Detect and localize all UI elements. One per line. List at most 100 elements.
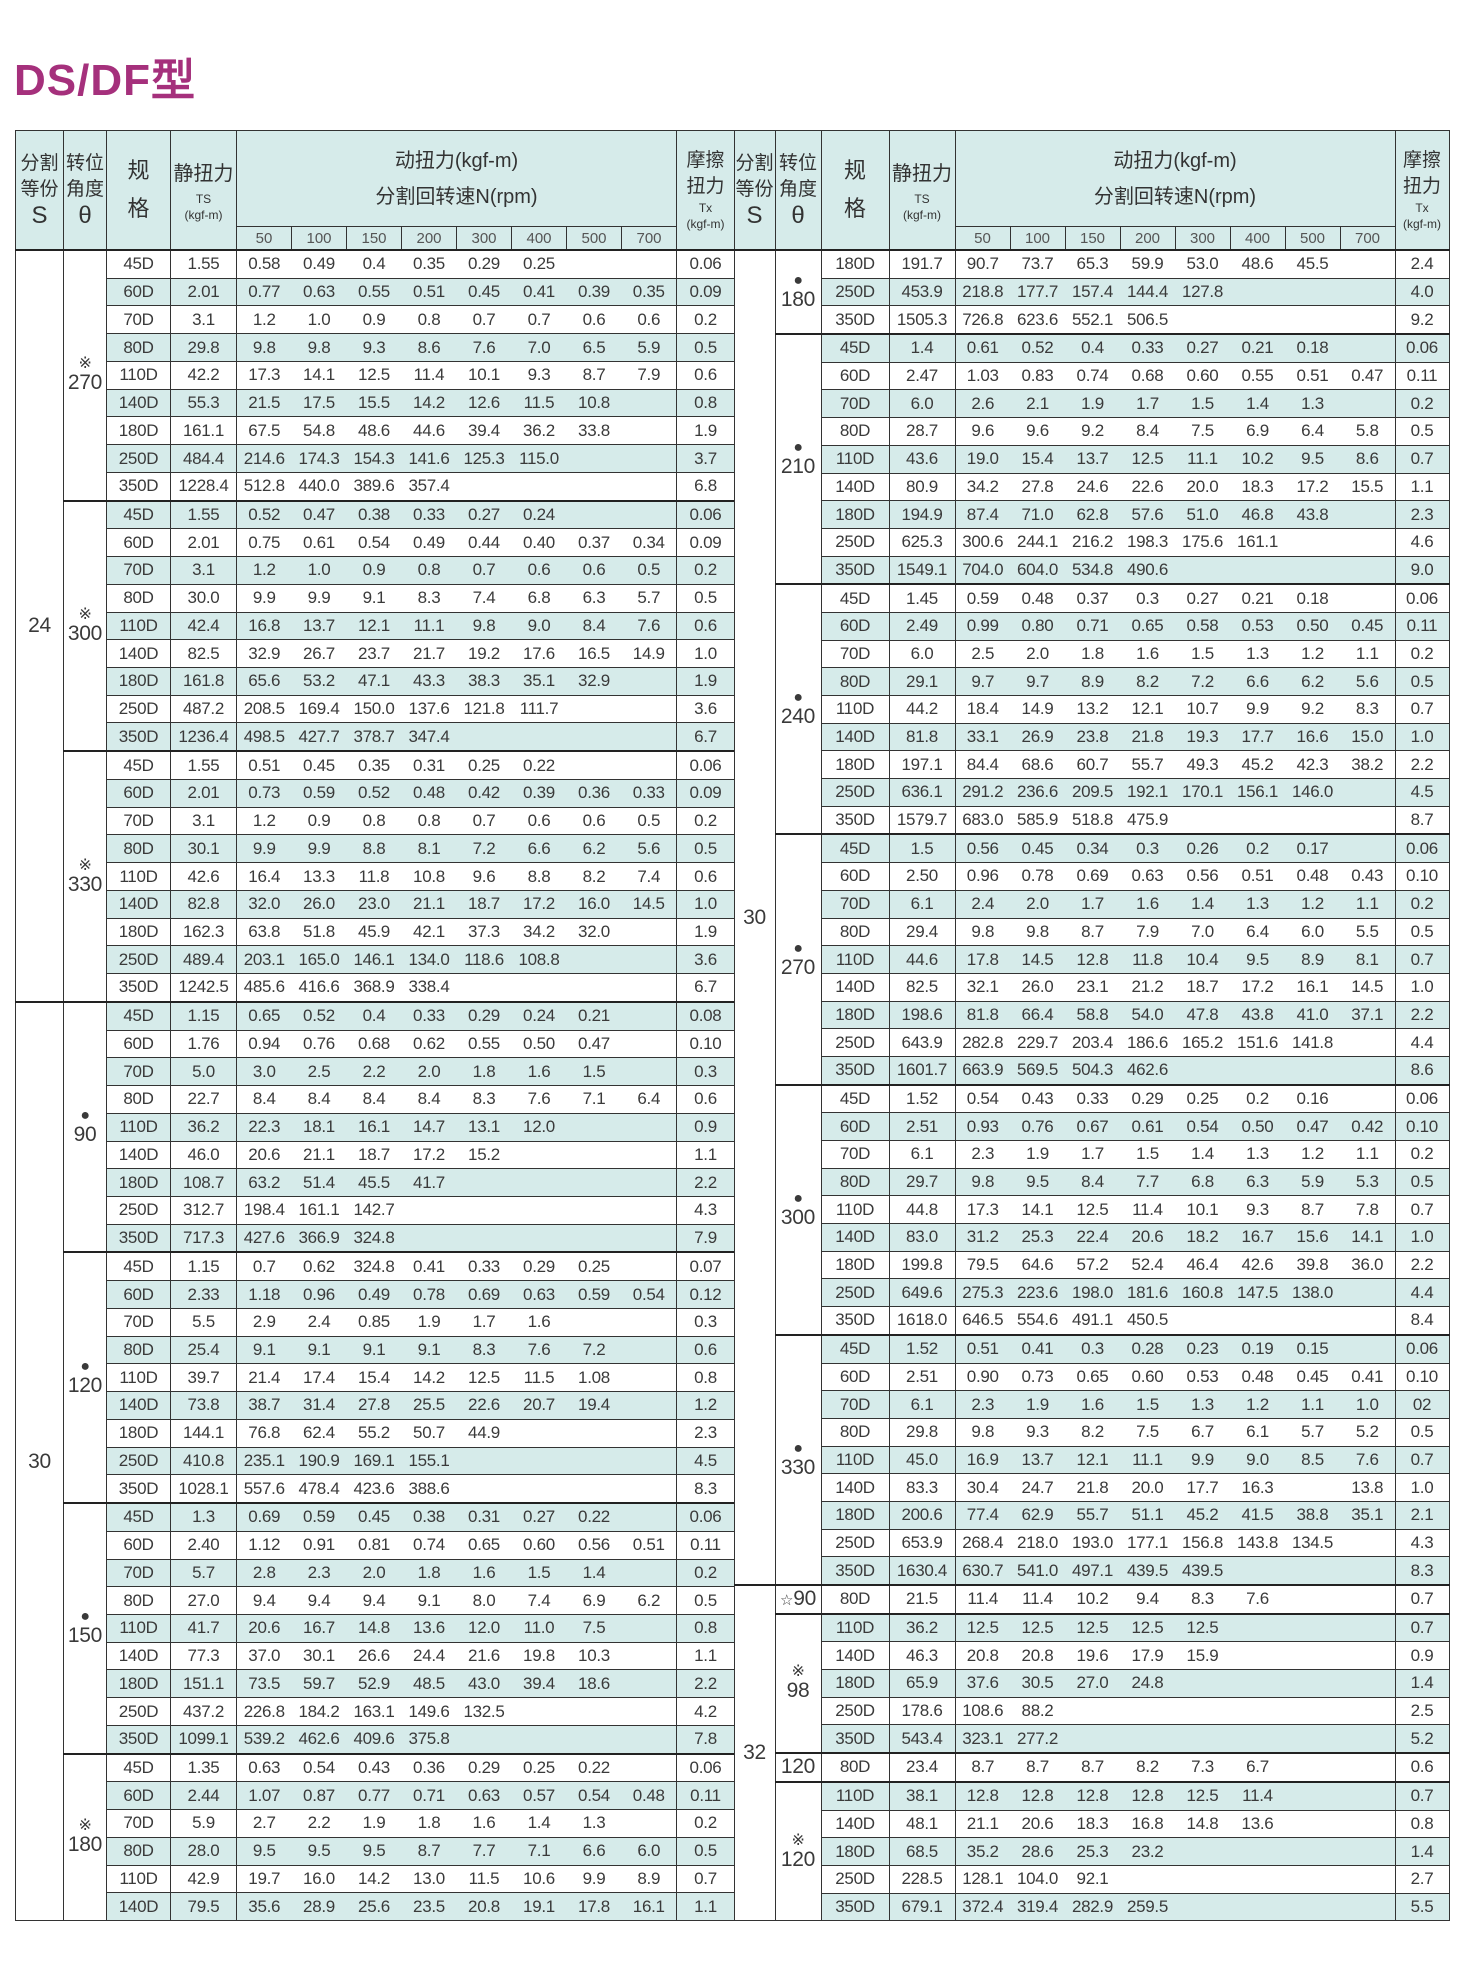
- dynamic-torque-cell: 73.7: [1010, 248, 1065, 279]
- dynamic-torque-cell: [1340, 1333, 1396, 1364]
- dynamic-torque-cell: 121.8: [456, 694, 512, 724]
- static-torque-cell: 79.5: [170, 1892, 237, 1922]
- dynamic-torque-cell: 0.22: [566, 1752, 622, 1783]
- speed-header: 50: [954, 226, 1011, 251]
- dynamic-torque-cell: 12.5: [1120, 1612, 1175, 1643]
- dynamic-torque-cell: 37.6: [954, 1669, 1010, 1698]
- dynamic-torque-cell: [1175, 1669, 1230, 1698]
- dynamic-torque-cell: 0.43: [1010, 1083, 1065, 1114]
- friction-torque-cell: 0.06: [1394, 583, 1450, 613]
- dynamic-torque-cell: 17.8: [954, 945, 1010, 974]
- dynamic-torque-cell: 1.5: [511, 1558, 567, 1588]
- friction-torque-cell: 1.1: [676, 1140, 735, 1170]
- spec-cell: 250D: [820, 527, 890, 557]
- dynamic-torque-cell: [456, 1168, 512, 1197]
- spec-cell: 350D: [106, 1474, 171, 1504]
- table-row: 250D 643.9 282.8 229.7 203.4 186.6 165.2 151.6 1…: [734, 1028, 1450, 1057]
- dynamic-torque-cell: 13.6: [401, 1613, 457, 1643]
- dynamic-torque-cell: 557.6: [236, 1474, 292, 1504]
- dynamic-torque-cell: 208.5: [236, 694, 292, 724]
- friction-torque-cell: 0.11: [676, 1781, 735, 1811]
- static-torque-cell: 2.01: [170, 277, 237, 307]
- table-row: 350D 1228.4 512.8 440.0 389.6 357.4 6.8: [16, 471, 735, 502]
- speed-header: 500: [1284, 226, 1341, 251]
- dynamic-torque-cell: 2.4: [954, 889, 1010, 919]
- spec-cell: 110D: [106, 1864, 171, 1894]
- dynamic-torque-cell: 9.1: [346, 583, 402, 613]
- dynamic-torque-cell: 21.6: [456, 1641, 512, 1671]
- static-torque-cell: 2.01: [170, 528, 237, 558]
- dynamic-torque-cell: [566, 1168, 622, 1197]
- dynamic-torque-cell: 17.3: [236, 360, 292, 390]
- dynamic-torque-cell: 1.9: [346, 1809, 402, 1838]
- dynamic-torque-cell: 24.7: [1010, 1473, 1065, 1502]
- dynamic-torque-cell: 19.2: [456, 639, 512, 669]
- dynamic-torque-cell: 149.6: [401, 1697, 457, 1726]
- dynamic-torque-cell: 218.0: [1010, 1528, 1065, 1558]
- dynamic-torque-cell: [621, 1809, 677, 1838]
- friction-torque-cell: 0.10: [1394, 1112, 1450, 1141]
- index-angle: ● 300: [774, 1083, 822, 1336]
- dynamic-torque-cell: 151.6: [1230, 1028, 1285, 1057]
- dynamic-torque-cell: 0.5: [621, 806, 677, 836]
- friction-torque-cell: 0.7: [1394, 1780, 1450, 1811]
- dynamic-torque-cell: 512.8: [236, 471, 292, 502]
- dynamic-torque-cell: 506.5: [1120, 305, 1175, 335]
- table-row: 80D 28.0 9.5 9.5 9.5 8.7 7.7 7.1 6.6 6.0 0.5: [16, 1836, 735, 1866]
- table-row: 60D 2.49 0.99 0.80 0.71 0.65 0.58 0.53 0.50 0.45 0…: [734, 611, 1450, 641]
- dynamic-torque-cell: 32.0: [236, 889, 292, 919]
- dynamic-torque-cell: 8.3: [401, 583, 457, 613]
- dynamic-torque-cell: 357.4: [401, 471, 457, 502]
- spec-cell: 350D: [820, 305, 890, 335]
- dynamic-torque-cell: 7.2: [566, 1335, 622, 1365]
- dynamic-torque-cell: 38.8: [1285, 1500, 1340, 1530]
- dynamic-torque-cell: 18.7: [456, 889, 512, 919]
- friction-torque-cell: 1.0: [1394, 1473, 1450, 1502]
- friction-torque-cell: 0.06: [676, 1502, 735, 1532]
- dynamic-torque-cell: 0.33: [621, 778, 677, 808]
- table-row: 140D 48.1 21.1 20.6 18.3 16.8 14.8 13.6 0.8: [734, 1809, 1450, 1839]
- dynamic-torque-cell: 125.3: [456, 444, 512, 473]
- dynamic-torque-cell: 0.51: [401, 277, 457, 307]
- dynamic-torque-cell: [511, 1195, 567, 1225]
- dynamic-torque-cell: 7.6: [621, 611, 677, 641]
- dynamic-torque-cell: 10.1: [1175, 1195, 1230, 1225]
- spec-cell: 45D: [820, 1083, 890, 1114]
- static-torque-cell: 653.9: [888, 1528, 956, 1558]
- table-row: 250D 228.5 128.1 104.0 92.1 2.7: [734, 1864, 1450, 1894]
- static-torque-cell: 200.6: [888, 1500, 956, 1530]
- index-angle: ● 270: [774, 833, 822, 1086]
- dynamic-torque-cell: 2.0: [401, 1057, 457, 1087]
- friction-torque-header: 摩擦 扭力 Tx (kgf-m): [676, 130, 735, 251]
- dynamic-torque-cell: 0.60: [1175, 361, 1230, 391]
- dynamic-torque-cell: 7.9: [1120, 917, 1175, 947]
- dynamic-torque-cell: 23.7: [346, 639, 402, 669]
- dynamic-torque-cell: 21.2: [1120, 972, 1175, 1002]
- dynamic-torque-cell: 478.4: [291, 1474, 347, 1504]
- spec-cell: 140D: [106, 639, 171, 669]
- dynamic-torque-cell: 5.9: [1285, 1167, 1340, 1197]
- dynamic-torque-cell: 45.2: [1230, 750, 1285, 780]
- dynamic-torque-cell: 1.9: [401, 1307, 457, 1337]
- index-angle: ● 240: [774, 583, 822, 835]
- dynamic-torque-cell: 0.49: [346, 1280, 402, 1309]
- dynamic-torque-cell: [621, 973, 677, 1003]
- dynamic-torque-cell: [1340, 805, 1396, 835]
- dynamic-torque-cell: 12.8: [1065, 1780, 1120, 1811]
- dynamic-torque-cell: 0.34: [1065, 833, 1120, 864]
- table-row: ※ 330 45D 1.55 0.51 0.45 0.35 0.31 0.25 0.22 0.06: [16, 750, 735, 1003]
- spec-cell: 180D: [106, 416, 171, 446]
- table-row: 110D 36.2 22.3 18.1 16.1 14.7 13.1 12.0 0.9: [16, 1112, 735, 1142]
- dynamic-torque-cell: 0.29: [1120, 1083, 1175, 1114]
- dynamic-torque-cell: 683.0: [954, 805, 1010, 835]
- static-torque-cell: 42.9: [170, 1864, 237, 1894]
- table-row: ● 330 45D 1.52 0.51 0.41 0.3 0.28 0.23 0.19 0.15 0.…: [734, 1333, 1450, 1586]
- dynamic-torque-cell: 1.8: [401, 1809, 457, 1838]
- dynamic-torque-cell: 0.25: [566, 1251, 622, 1282]
- angle-value: 300: [67, 621, 103, 645]
- dynamic-torque-cell: [1230, 305, 1285, 335]
- dynamic-torque-cell: 0.4: [346, 248, 402, 279]
- table-row: 350D 1579.7 683.0 585.9 518.8 475.9 8.7: [734, 805, 1450, 835]
- dynamic-torque-cell: 2.5: [954, 639, 1010, 669]
- spec-cell: 60D: [106, 1781, 171, 1811]
